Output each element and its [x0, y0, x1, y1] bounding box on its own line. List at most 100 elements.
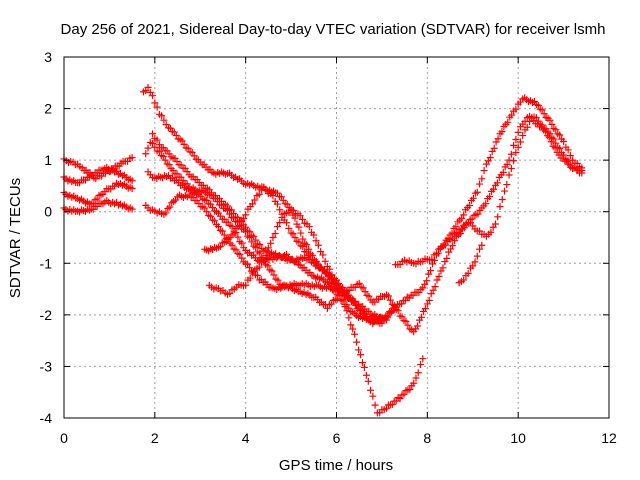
y-tick-label: 3	[44, 49, 52, 65]
data-point	[503, 181, 511, 189]
data-point	[355, 279, 363, 287]
data-point	[216, 243, 224, 251]
data-point	[270, 271, 278, 279]
data-point	[295, 238, 303, 246]
data-point	[417, 361, 425, 369]
data-point	[498, 128, 506, 136]
data-point	[510, 157, 518, 165]
y-axis-title: SDTVAR / TECUs	[7, 178, 24, 298]
data-point	[298, 215, 306, 223]
data-point	[510, 141, 518, 149]
data-point	[552, 126, 560, 134]
data-point	[312, 237, 320, 245]
data-point	[151, 143, 159, 151]
y-tick-label: -4	[40, 410, 53, 426]
y-tick-label: -1	[40, 255, 53, 271]
data-point	[158, 112, 166, 120]
data-point	[449, 242, 457, 250]
x-tick-label: 2	[151, 430, 159, 446]
data-point	[560, 137, 568, 145]
data-point	[442, 241, 449, 249]
data-point	[429, 286, 437, 294]
data-point	[299, 243, 307, 251]
data-point	[548, 120, 556, 128]
data-point	[162, 209, 170, 217]
data-point	[250, 232, 258, 240]
data-point	[427, 290, 435, 298]
data-point	[491, 220, 499, 228]
data-point	[523, 123, 531, 131]
data-point	[283, 219, 291, 227]
data-point	[406, 385, 414, 393]
data-point	[514, 143, 522, 151]
data-point	[203, 208, 211, 216]
data-point	[551, 144, 559, 152]
data-point	[464, 269, 472, 277]
data-point	[421, 305, 429, 313]
data-point	[564, 146, 572, 154]
y-tick-label: -2	[40, 307, 53, 323]
data-point	[128, 177, 136, 185]
data-point	[357, 351, 365, 359]
data-point	[246, 233, 254, 241]
data-point	[460, 211, 468, 219]
data-point	[326, 265, 334, 273]
data-point	[323, 304, 331, 312]
data-point	[507, 164, 515, 172]
y-tick-label: -3	[40, 358, 53, 374]
data-point	[236, 250, 244, 258]
data-point	[151, 99, 159, 107]
data-point	[425, 296, 433, 304]
data-point	[432, 250, 440, 258]
data-point	[443, 254, 451, 262]
data-point	[226, 289, 234, 297]
data-point	[246, 274, 254, 282]
data-point	[207, 212, 215, 220]
data-point	[396, 395, 404, 403]
data-point	[353, 338, 361, 346]
y-tick-label: 0	[44, 204, 52, 220]
data-point	[508, 111, 516, 119]
data-point	[412, 374, 420, 382]
data-point	[93, 195, 101, 203]
data-point	[230, 229, 238, 237]
data-point	[504, 118, 512, 126]
x-tick-label: 8	[423, 430, 431, 446]
data-point	[128, 185, 136, 193]
data-point	[469, 194, 477, 202]
data-point	[144, 144, 152, 152]
data-point	[214, 223, 222, 231]
data-point	[295, 223, 303, 231]
data-point	[514, 128, 522, 136]
data-point	[429, 260, 437, 268]
data-point	[486, 154, 494, 162]
data-point	[256, 249, 264, 257]
data-point	[473, 252, 481, 260]
data-point	[469, 262, 477, 270]
data-point	[128, 205, 136, 213]
data-point	[242, 281, 250, 289]
data-point	[149, 130, 157, 138]
data-point	[493, 179, 501, 187]
x-tick-labels: 0 2 4 6 8 10 12	[60, 430, 617, 446]
data-point	[260, 257, 268, 265]
data-point	[414, 322, 422, 330]
data-point	[384, 311, 392, 319]
data-point	[289, 230, 297, 238]
data-point	[547, 138, 555, 146]
series-arc-a	[60, 197, 136, 216]
data-point	[439, 264, 447, 272]
data-point	[321, 257, 329, 265]
data-point	[360, 363, 368, 371]
data-point	[473, 188, 481, 196]
data-point	[435, 272, 443, 280]
data-point	[319, 251, 327, 259]
data-point	[512, 105, 520, 113]
data-point	[468, 215, 476, 223]
data-point	[349, 325, 357, 333]
x-tick-label: 10	[510, 430, 526, 446]
data-point	[238, 239, 246, 247]
data-point	[460, 276, 468, 284]
data-point	[431, 283, 439, 291]
data-point	[478, 175, 486, 183]
